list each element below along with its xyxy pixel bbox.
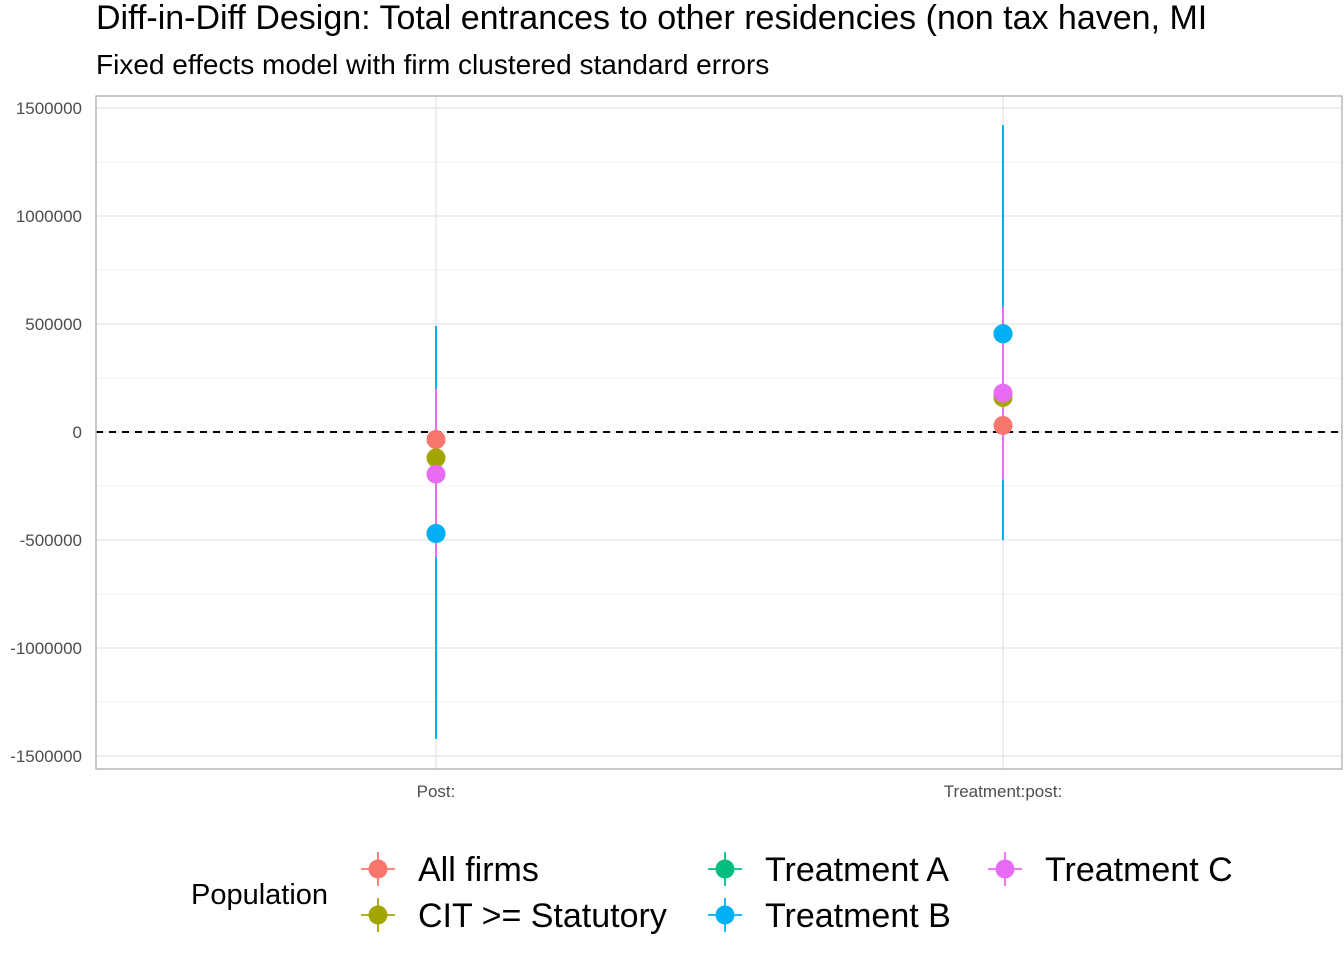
chart-marks <box>426 125 1013 739</box>
x-tick-label: Treatment:post: <box>944 782 1062 801</box>
data-point <box>426 464 446 484</box>
y-tick-label: 0 <box>73 423 82 442</box>
data-point <box>426 430 446 450</box>
legend-title: Population <box>191 879 328 911</box>
y-tick-label: 1000000 <box>16 207 82 226</box>
legend-item: Treatment A <box>708 851 949 889</box>
panel-border <box>95 95 1343 770</box>
legend-item: CIT >= Statutory <box>361 897 667 935</box>
legend-key-point <box>368 859 388 879</box>
legend-key-point <box>715 905 735 925</box>
legend-key-point <box>715 859 735 879</box>
grid <box>96 96 1342 769</box>
legend: Population All firms CIT >= Statutory Trea… <box>191 851 1233 935</box>
chart-subtitle: Fixed effects model with firm clustered … <box>96 49 769 80</box>
legend-item: All firms <box>361 851 539 889</box>
y-tick-label: -1500000 <box>10 747 82 766</box>
data-point <box>426 524 446 544</box>
legend-label: Treatment B <box>765 897 951 935</box>
y-tick-label: 1500000 <box>16 99 82 118</box>
legend-label: Treatment A <box>765 851 949 889</box>
legend-label: CIT >= Statutory <box>418 897 667 935</box>
data-point <box>993 416 1013 436</box>
legend-key-point <box>995 859 1015 879</box>
legend-label: All firms <box>418 851 539 889</box>
legend-item: Treatment C <box>988 851 1233 889</box>
y-tick-label: -1000000 <box>10 639 82 658</box>
data-point <box>993 324 1013 344</box>
x-tick-label: Post: <box>417 782 456 801</box>
y-tick-label: -500000 <box>20 531 82 550</box>
x-axis-ticks: Post: Treatment:post: <box>417 782 1063 801</box>
legend-item: Treatment B <box>708 897 951 935</box>
legend-key-point <box>368 905 388 925</box>
y-axis-ticks: 1500000 1000000 500000 0 -500000 -1000000 -150… <box>10 99 82 766</box>
legend-label: Treatment C <box>1045 851 1233 889</box>
data-point <box>993 383 1013 403</box>
chart-title: Diff-in-Diff Design: Total entrances to … <box>96 0 1207 37</box>
data-point <box>426 448 446 468</box>
y-tick-label: 500000 <box>25 315 82 334</box>
